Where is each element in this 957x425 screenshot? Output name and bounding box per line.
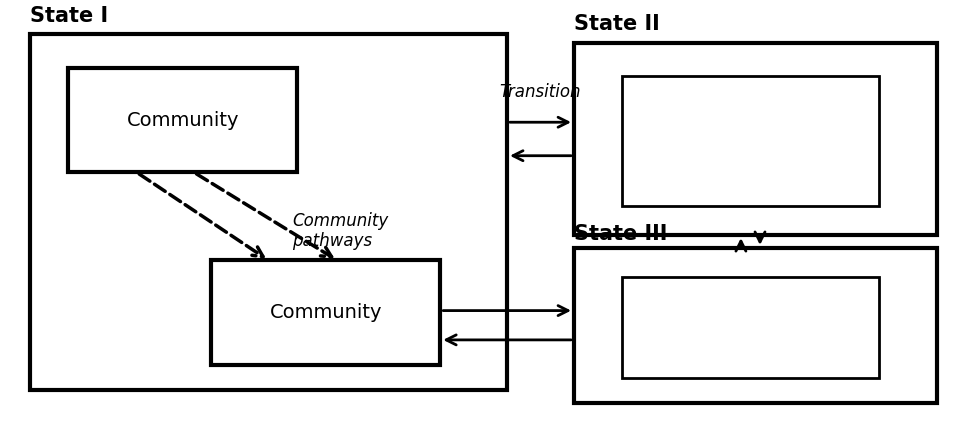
Bar [622,76,879,206]
Text: State I: State I [30,6,108,26]
Text: Community
pathways: Community pathways [293,212,389,250]
Text: State II: State II [574,14,659,34]
Bar [211,261,440,365]
Text: Community: Community [126,110,239,130]
Text: Transition: Transition [500,83,581,101]
Bar [574,42,937,235]
Bar [68,68,298,173]
Bar [574,248,937,402]
Bar [30,34,507,390]
Text: Community: Community [270,303,382,322]
Bar [622,277,879,377]
Text: State III: State III [574,224,667,244]
